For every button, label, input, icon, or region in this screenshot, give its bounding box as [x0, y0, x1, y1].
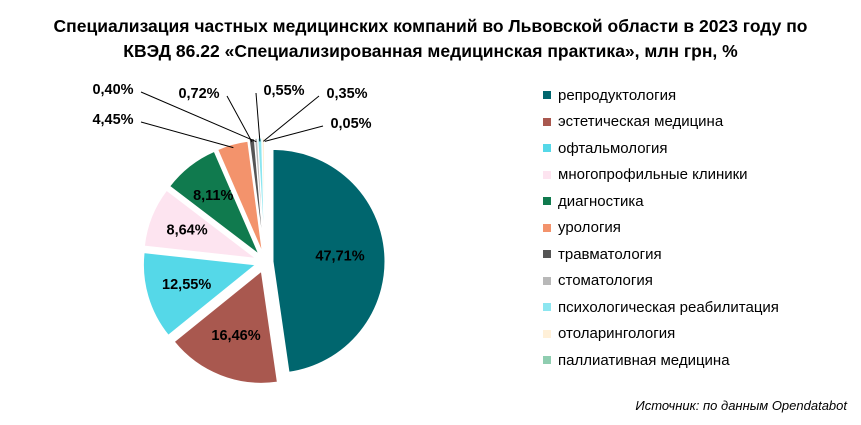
legend-label: паллиативная медицина: [558, 351, 730, 369]
chart-title-line-2: КВЭД 86.22 «Специализированная медицинск…: [123, 41, 738, 61]
pie-slice: [143, 189, 258, 259]
legend-item: стоматология: [543, 268, 779, 295]
legend-swatch: [543, 356, 551, 365]
data-label: 0,40%: [92, 82, 133, 98]
legend-label: стоматология: [558, 272, 653, 290]
legend-swatch: [543, 303, 551, 312]
legend-swatch: [543, 223, 551, 232]
legend-item: эстетическая медицина: [543, 109, 779, 136]
data-label: 12,55%: [162, 277, 211, 293]
legend-label: травматология: [558, 245, 662, 263]
legend-label: диагностика: [558, 192, 644, 210]
legend-item: паллиативная медицина: [543, 347, 779, 374]
legend-item: отоларингология: [543, 321, 779, 348]
leader-line: [264, 125, 324, 142]
data-label: 8,64%: [167, 223, 208, 239]
data-label: 47,71%: [315, 248, 364, 264]
leader-line: [262, 95, 320, 142]
data-label: 0,72%: [178, 86, 219, 102]
data-label: 4,45%: [92, 112, 133, 128]
data-label: 8,11%: [193, 188, 233, 204]
legend-item: многопрофильные клиники: [543, 162, 779, 189]
legend-swatch: [543, 250, 551, 259]
pie-slice: [173, 270, 278, 384]
legend-item: психологическая реабилитация: [543, 294, 779, 321]
pie-slice: [142, 252, 257, 336]
pie-slice: [217, 140, 263, 253]
legend-item: офтальмология: [543, 135, 779, 162]
data-label: 0,05%: [330, 116, 371, 132]
legend-item: репродуктология: [543, 82, 779, 109]
source-note: Источник: по данным Opendatabot: [635, 398, 847, 413]
legend-swatch: [543, 117, 551, 126]
legend-label: репродуктология: [558, 86, 677, 104]
legend-label: офтальмология: [558, 139, 668, 157]
legend-item: урология: [543, 215, 779, 242]
legend-label: эстетическая медицина: [558, 113, 724, 131]
legend-label: психологическая реабилитация: [558, 298, 779, 316]
pie-slice: [169, 150, 261, 256]
legend-swatch: [543, 144, 551, 153]
data-label: 0,35%: [326, 86, 367, 102]
leader-line: [226, 95, 253, 143]
chart-legend: репродуктология эстетическая медицина офта…: [543, 82, 779, 374]
leader-line: [255, 92, 261, 142]
data-label: 0,55%: [263, 83, 304, 99]
legend-swatch: [543, 329, 551, 338]
legend-swatch: [543, 197, 551, 206]
legend-swatch: [543, 170, 551, 179]
legend-label: урология: [558, 219, 621, 237]
legend-label: многопрофильные клиники: [558, 166, 748, 184]
data-label: 16,46%: [211, 328, 260, 344]
legend-swatch: [543, 276, 551, 285]
pie-slice: [272, 148, 386, 373]
leader-line: [140, 91, 257, 143]
legend-label: отоларингология: [558, 325, 676, 343]
legend-swatch: [543, 91, 551, 100]
legend-item: диагностика: [543, 188, 779, 215]
legend-item: травматология: [543, 241, 779, 268]
leader-line: [140, 121, 234, 149]
chart-title: Специализация частных медицинских компан…: [0, 14, 861, 64]
chart-title-line-1: Специализация частных медицинских компан…: [53, 16, 808, 36]
